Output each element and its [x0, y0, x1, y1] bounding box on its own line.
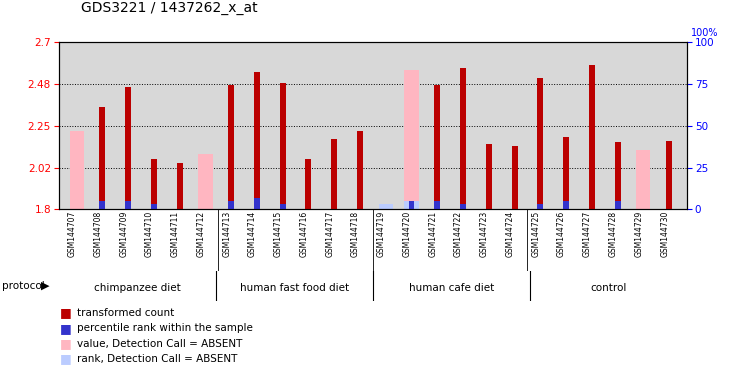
Text: GSM144724: GSM144724 [505, 210, 514, 257]
Bar [434, 85, 440, 209]
Text: GSM144715: GSM144715 [273, 210, 282, 257]
Text: 100%: 100% [691, 28, 719, 38]
Bar [614, 142, 620, 209]
Bar [176, 163, 182, 209]
Text: GSM144728: GSM144728 [608, 210, 617, 257]
Text: GSM144709: GSM144709 [119, 210, 128, 257]
Text: transformed count: transformed count [77, 308, 173, 318]
Text: GSM144717: GSM144717 [325, 210, 334, 257]
Text: ▶: ▶ [41, 281, 50, 291]
Bar [99, 201, 105, 209]
Bar [99, 107, 105, 209]
Text: ■: ■ [60, 337, 72, 350]
Text: GSM144712: GSM144712 [197, 210, 206, 257]
Text: GSM144721: GSM144721 [428, 210, 437, 257]
Text: GSM144711: GSM144711 [170, 210, 179, 257]
Text: GSM144723: GSM144723 [480, 210, 489, 257]
Text: human fast food diet: human fast food diet [240, 283, 349, 293]
Text: GSM144720: GSM144720 [403, 210, 412, 257]
Text: GSM144725: GSM144725 [531, 210, 540, 257]
Text: chimpanzee diet: chimpanzee diet [94, 283, 180, 293]
Text: percentile rank within the sample: percentile rank within the sample [77, 323, 252, 333]
Bar [228, 85, 234, 209]
Bar [125, 87, 131, 209]
Text: GSM144710: GSM144710 [145, 210, 154, 257]
Bar [486, 144, 492, 209]
Bar [151, 204, 157, 209]
Text: GSM144707: GSM144707 [68, 210, 77, 257]
Text: GDS3221 / 1437262_x_at: GDS3221 / 1437262_x_at [81, 2, 258, 15]
Bar [331, 139, 337, 209]
Text: GSM144718: GSM144718 [351, 210, 360, 257]
Bar [405, 201, 418, 209]
Text: GSM144713: GSM144713 [222, 210, 231, 257]
Text: ■: ■ [60, 353, 72, 366]
Text: GSM144727: GSM144727 [583, 210, 592, 257]
Bar [306, 159, 312, 209]
Bar [563, 137, 569, 209]
Bar [460, 204, 466, 209]
Bar [434, 201, 440, 209]
Text: GSM144730: GSM144730 [660, 210, 669, 257]
Bar [254, 198, 260, 209]
Bar [151, 159, 157, 209]
Bar [589, 65, 595, 209]
Bar [357, 131, 363, 209]
Text: GSM144729: GSM144729 [635, 210, 644, 257]
Bar [511, 146, 517, 209]
Bar [279, 204, 285, 209]
Text: rank, Detection Call = ABSENT: rank, Detection Call = ABSENT [77, 354, 237, 364]
Text: ■: ■ [60, 306, 72, 319]
Bar [379, 204, 393, 209]
Bar [666, 141, 672, 209]
Text: protocol: protocol [2, 281, 45, 291]
Text: GSM144708: GSM144708 [93, 210, 102, 257]
Text: GSM144716: GSM144716 [300, 210, 309, 257]
Bar [228, 201, 234, 209]
Bar [279, 83, 285, 209]
Bar [614, 201, 620, 209]
Text: control: control [590, 283, 627, 293]
Bar [538, 78, 543, 209]
Bar [254, 72, 260, 209]
Text: ■: ■ [60, 322, 72, 335]
Bar [460, 68, 466, 209]
Bar [198, 154, 213, 209]
Text: GSM144714: GSM144714 [248, 210, 257, 257]
Bar [636, 150, 650, 209]
Bar [405, 70, 418, 209]
Text: GSM144719: GSM144719 [377, 210, 386, 257]
Text: GSM144726: GSM144726 [557, 210, 566, 257]
Bar [70, 131, 83, 209]
Text: value, Detection Call = ABSENT: value, Detection Call = ABSENT [77, 339, 242, 349]
Bar [409, 201, 415, 209]
Text: human cafe diet: human cafe diet [409, 283, 494, 293]
Bar [125, 201, 131, 209]
Text: GSM144722: GSM144722 [454, 210, 463, 257]
Bar [538, 204, 543, 209]
Bar [563, 201, 569, 209]
